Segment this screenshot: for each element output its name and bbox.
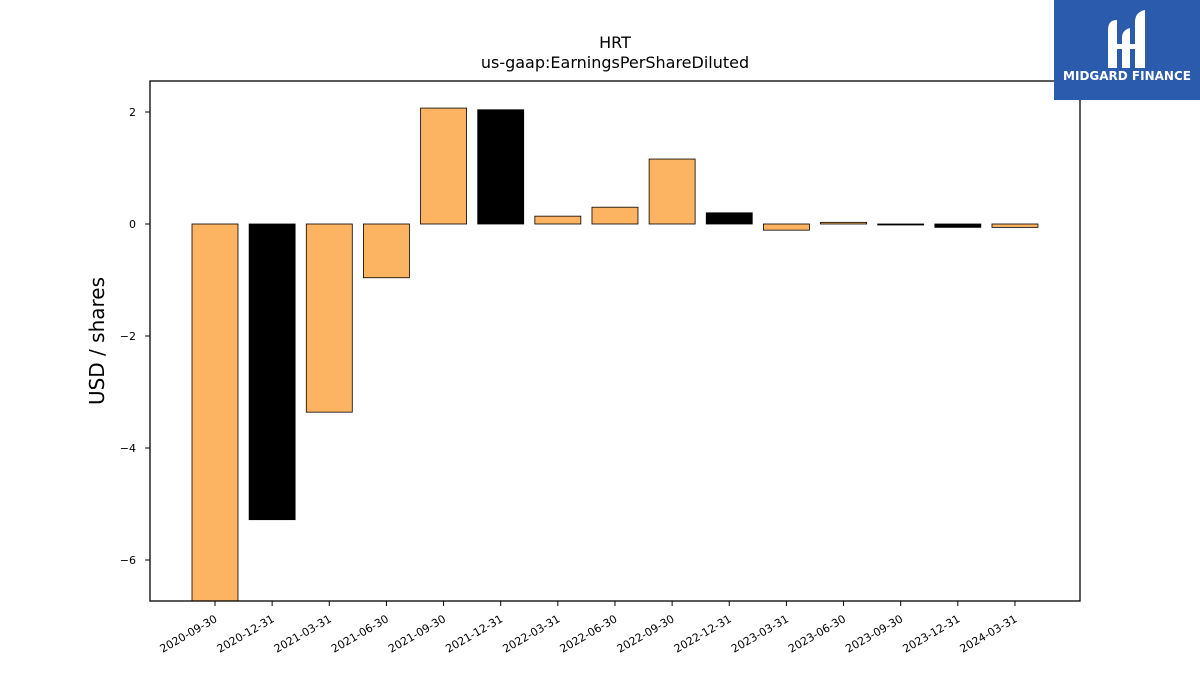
x-tick-label: 2022-06-30: [558, 612, 620, 655]
y-ticks-group: 2 0 −2 −4 −6: [120, 106, 150, 567]
bar-2021-09-30: [420, 107, 467, 225]
y-axis-label: USD / shares: [85, 277, 109, 405]
chart-subtitle: us-gaap:EarningsPerShareDiluted: [481, 53, 749, 72]
x-tick-label: 2022-03-31: [500, 612, 562, 655]
x-tick-label: 2021-06-30: [329, 612, 391, 655]
y-tick-label: −2: [120, 330, 136, 343]
x-ticks-group: 2020-09-302020-12-312021-03-312021-06-30…: [158, 601, 1020, 656]
bar-2021-06-30: [363, 223, 410, 279]
plot-frame: [149, 80, 1081, 602]
x-tick-label: 2023-12-31: [900, 612, 962, 655]
bars-group: [191, 107, 1039, 602]
chart-title: HRT: [599, 33, 631, 52]
x-tick-label: 2024-03-31: [958, 612, 1020, 655]
bar-2022-09-30: [648, 158, 696, 225]
x-tick-label: 2023-03-31: [729, 612, 791, 655]
x-tick-label: 2022-09-30: [615, 612, 677, 655]
bar-2023-06-30: [820, 221, 867, 225]
y-tick-label: 0: [129, 218, 136, 231]
bar-2024-03-31: [991, 223, 1039, 228]
bar-2022-06-30: [591, 206, 639, 225]
x-tick-label: 2020-09-30: [158, 612, 220, 655]
bar-2022-03-31: [534, 215, 582, 225]
bar-2020-09-30: [191, 223, 239, 602]
x-tick-label: 2022-12-31: [672, 612, 734, 655]
bar-2021-03-31: [305, 223, 353, 413]
x-tick-label: 2023-06-30: [786, 612, 848, 655]
x-tick-label: 2020-12-31: [215, 612, 277, 655]
bar-2022-12-31: [705, 212, 753, 225]
brand-logo: MIDGARD FINANCE: [1054, 0, 1200, 100]
x-tick-label: 2023-09-30: [843, 612, 905, 655]
x-tick-label: 2021-03-31: [272, 612, 334, 655]
midgard-logo-icon: [1108, 10, 1145, 68]
brand-logo-text: MIDGARD FINANCE: [1063, 69, 1191, 83]
bar-2023-12-31: [934, 223, 982, 228]
x-tick-label: 2021-09-30: [386, 612, 448, 655]
bar-2021-12-31: [477, 109, 525, 225]
y-tick-label: −4: [120, 442, 136, 455]
bar-2023-03-31: [763, 223, 810, 231]
bar-2023-09-30: [877, 223, 925, 226]
x-tick-label: 2021-12-31: [443, 612, 505, 655]
y-tick-label: 2: [129, 106, 136, 119]
bar-2020-12-31: [248, 223, 296, 521]
y-tick-label: −6: [120, 554, 136, 567]
